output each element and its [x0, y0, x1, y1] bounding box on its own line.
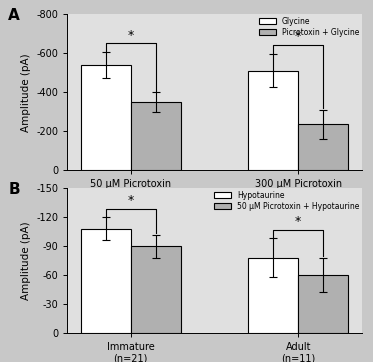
Bar [248, 71, 298, 170]
Text: B: B [8, 182, 20, 197]
Bar [131, 246, 181, 333]
Bar [81, 229, 131, 333]
Text: *: * [295, 30, 301, 43]
Legend: Glycine, Picrotoxin + Glycine: Glycine, Picrotoxin + Glycine [258, 15, 361, 38]
Text: *: * [128, 194, 134, 207]
Text: *: * [295, 215, 301, 228]
Text: A: A [8, 8, 20, 23]
Y-axis label: Amplitude (pA): Amplitude (pA) [21, 53, 31, 132]
Bar [131, 102, 181, 170]
Y-axis label: Amplitude (pA): Amplitude (pA) [21, 221, 31, 300]
Bar [248, 258, 298, 333]
Legend: Hypotaurine, 50 μM Picrotoxin + Hypotaurine: Hypotaurine, 50 μM Picrotoxin + Hypotaur… [213, 189, 361, 212]
Text: *: * [128, 29, 134, 42]
Bar [298, 275, 348, 333]
Bar [81, 65, 131, 170]
Bar [298, 125, 348, 170]
